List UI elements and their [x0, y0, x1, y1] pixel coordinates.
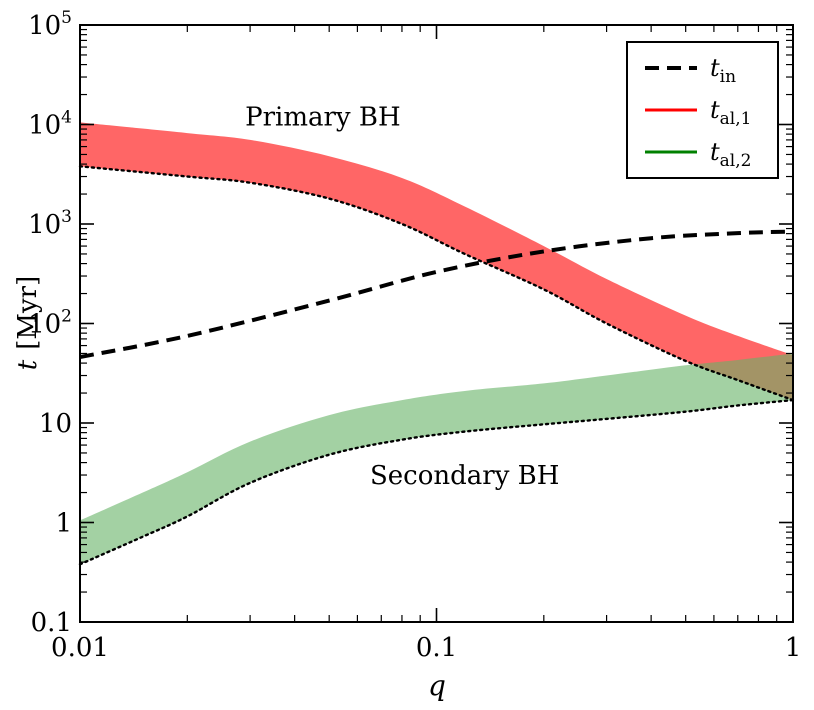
band-t-al-2 [80, 353, 793, 565]
y-tick-label: 10 [39, 409, 72, 439]
y-tick-label: 103 [28, 207, 72, 240]
annotation-primary-bh: Primary BH [245, 103, 401, 133]
annotation-layer: Primary BH Secondary BH [245, 103, 559, 491]
lower-bound-line-t-al-1 [78, 165, 795, 402]
legend-label-t-in: tin [710, 54, 736, 87]
y-tick-label: 105 [28, 8, 72, 41]
y-axis-label: t[Myr] [13, 276, 43, 370]
legend: tin tal,1 tal,2 [626, 41, 779, 179]
x-tick-label: 0.01 [51, 633, 109, 663]
x-tick-label: 0.1 [416, 633, 457, 663]
x-tick-label: 1 [785, 633, 802, 663]
series-line-t-in [79, 229, 794, 360]
lower-bound-line-t-al-2 [78, 398, 795, 566]
legend-label-t-al2: tal,2 [710, 138, 751, 171]
y-tick-label: 0.1 [31, 608, 72, 638]
y-tick-label: 102 [28, 307, 72, 340]
y-tick-label: 104 [28, 108, 72, 141]
annotation-secondary-bh: Secondary BH [370, 461, 559, 491]
band-layer [80, 122, 793, 565]
x-axis-label: q [428, 669, 446, 702]
line-layer [78, 165, 795, 566]
y-tick-label: 1 [55, 509, 72, 539]
legend-label-t-al1: tal,1 [710, 96, 751, 129]
